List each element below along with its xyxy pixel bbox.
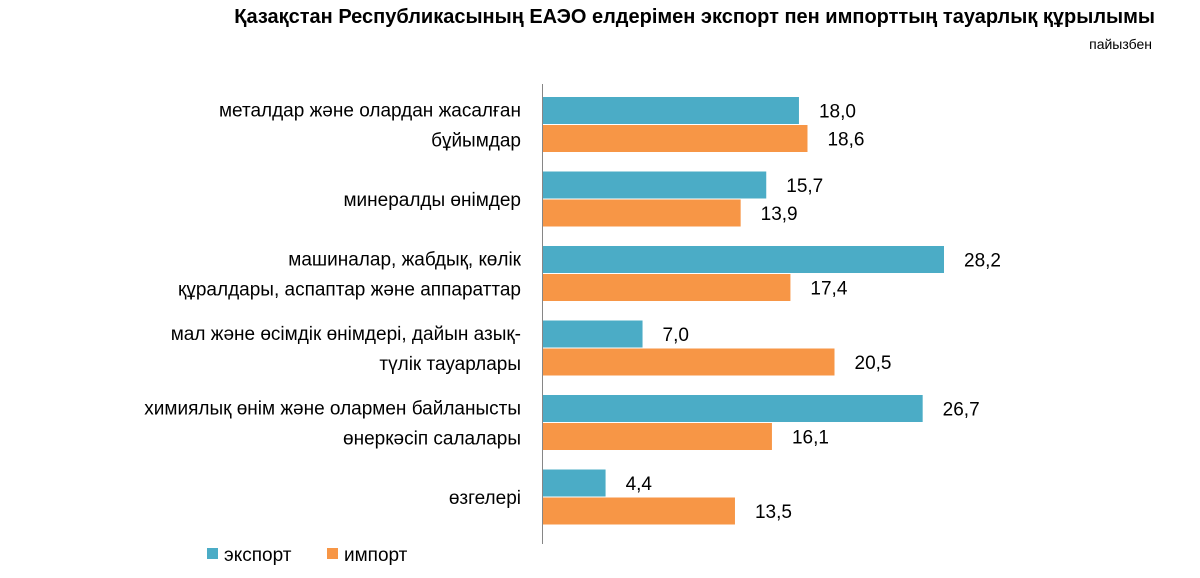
data-label: 7,0 (663, 325, 689, 346)
data-label: 15,7 (786, 176, 823, 197)
chart-subtitle: пайызбен (1089, 36, 1152, 52)
import-bar (543, 348, 835, 376)
category-label: құралдары, аспаптар және аппараттар (178, 280, 521, 301)
data-label: 4,4 (626, 474, 653, 495)
data-label: 20,5 (855, 353, 892, 374)
data-label: 13,9 (761, 204, 798, 225)
data-label: 13,5 (755, 502, 792, 523)
export-bar (543, 395, 923, 422)
category-label: өзгелері (449, 488, 521, 509)
category-label: өнеркәсіп салалары (343, 429, 521, 450)
chart-title: Қазақстан Республикасының ЕАЭО елдерімен… (234, 6, 1155, 28)
category-label: металдар және олардан жасалған (219, 101, 521, 122)
import-bar (543, 125, 808, 152)
category-label: бұйымдар (431, 131, 521, 152)
data-label: 28,2 (964, 251, 1001, 272)
legend-import-swatch (327, 548, 338, 559)
export-bar (543, 469, 606, 497)
data-label: 17,4 (810, 279, 847, 300)
category-label: машиналар, жабдық, көлік (288, 250, 521, 271)
import-bar (543, 423, 772, 450)
import-bar (543, 497, 735, 525)
export-bar (543, 246, 944, 273)
data-label: 16,1 (792, 428, 829, 449)
data-label: 18,0 (819, 102, 856, 123)
data-label: 26,7 (943, 400, 980, 421)
data-label: 18,6 (827, 130, 864, 151)
category-label: химиялық өнім және олармен байланысты (144, 399, 521, 420)
export-bar (543, 320, 643, 348)
legend-export-label: экспорт (224, 545, 292, 566)
legend-import-label: импорт (344, 545, 408, 566)
category-label: мал және өсімдік өнімдері, дайын азық- (171, 324, 521, 345)
legend-export-swatch (207, 548, 218, 559)
import-bar (543, 199, 741, 227)
import-bar (543, 274, 791, 301)
category-label: минералды өнімдер (343, 190, 521, 211)
export-bar (543, 97, 799, 124)
export-bar (543, 171, 767, 199)
category-label: түлік тауарлары (379, 354, 521, 375)
